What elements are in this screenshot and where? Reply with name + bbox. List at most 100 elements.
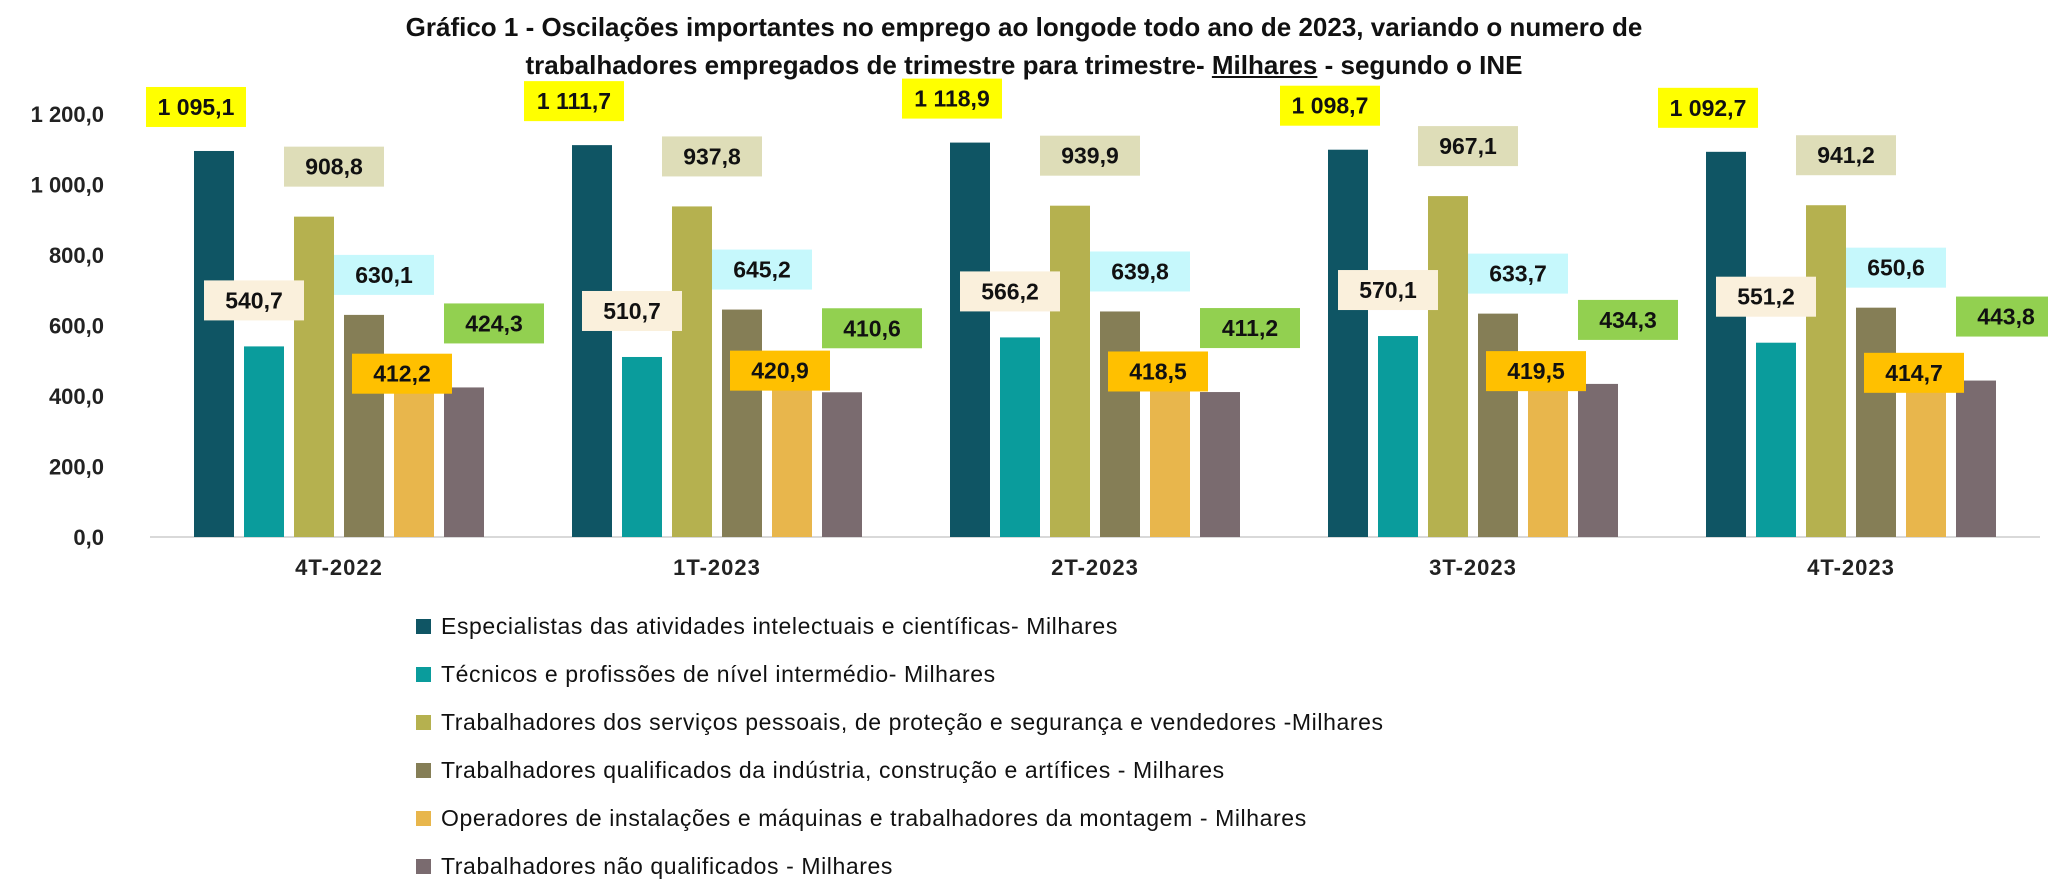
data-label-background	[1338, 270, 1438, 311]
legend-item: Técnicos e profissões de nível intermédi…	[416, 650, 1384, 698]
data-label-background	[524, 81, 624, 122]
data-label: 418,5	[1129, 358, 1187, 384]
data-label-background	[1486, 351, 1586, 392]
data-label-background	[662, 136, 762, 177]
bar	[1806, 205, 1846, 538]
data-label: 941,2	[1817, 142, 1875, 168]
data-label-background	[712, 249, 812, 290]
data-label: 1 098,7	[1292, 93, 1369, 119]
data-label: 411,2	[1222, 315, 1278, 341]
data-label-background	[1108, 351, 1208, 392]
y-tick-label: 1 200,0	[31, 102, 104, 127]
x-tick-label: 3T-2023	[1429, 555, 1517, 580]
data-label-background	[1280, 85, 1380, 126]
bar	[572, 145, 612, 538]
bar	[1050, 205, 1090, 538]
data-label: 1 092,7	[1670, 95, 1747, 121]
chart-title-line-1: Gráfico 1 - Oscilações importantes no em…	[405, 12, 1643, 42]
data-label: 566,2	[981, 278, 1039, 304]
bar	[622, 356, 662, 537]
chart-title-unit: Milhares	[1211, 50, 1318, 80]
bar	[1150, 389, 1190, 537]
data-label: 645,2	[733, 257, 791, 283]
bar	[1328, 149, 1368, 537]
legend-swatch	[416, 762, 431, 778]
bar	[822, 392, 862, 537]
bar	[344, 314, 384, 537]
y-tick-label: 800,0	[49, 243, 104, 268]
bar	[722, 309, 762, 537]
bar-chart: 0,0 200,0 400,0 600,0 800,0 1 000,0 1 200,0 4T-…	[31, 78, 2048, 580]
legend-swatch	[416, 858, 431, 874]
data-label-background	[1716, 276, 1816, 317]
legend-label: Especialistas das atividades intelectuai…	[441, 612, 1118, 639]
data-label-background	[352, 353, 452, 394]
y-tick-label: 600,0	[49, 314, 104, 339]
data-label: 414,7	[1885, 360, 1943, 386]
bar	[1906, 390, 1946, 537]
bar	[194, 150, 234, 538]
data-label-background	[334, 254, 434, 295]
data-label: 540,7	[225, 287, 283, 313]
data-label: 630,1	[355, 262, 413, 288]
bar	[1378, 336, 1418, 537]
bar	[244, 346, 284, 537]
x-tick-label: 4T-2022	[295, 555, 383, 580]
data-label: 639,8	[1111, 258, 1169, 284]
legend-label: Trabalhadores não qualificados - Milhare…	[441, 852, 894, 879]
bar	[1578, 383, 1618, 537]
data-label: 967,1	[1439, 133, 1497, 159]
data-label: 419,5	[1507, 358, 1565, 384]
data-label-background	[1418, 126, 1518, 167]
legend-swatch	[416, 666, 431, 682]
data-label-background	[1578, 299, 1678, 340]
bar	[1000, 337, 1040, 537]
x-tick-label: 4T-2023	[1807, 555, 1895, 580]
bar	[1478, 313, 1518, 537]
chart-title-line-2: trabalhadores empregados de trimestre pa…	[0, 46, 2048, 84]
data-label: 939,9	[1061, 143, 1119, 169]
legend-item: Especialistas das atividades intelectuai…	[416, 602, 1384, 650]
data-label-background	[284, 146, 384, 187]
data-label: 551,2	[1737, 284, 1795, 310]
data-label: 570,1	[1359, 277, 1417, 303]
y-tick-label: 0,0	[73, 525, 104, 550]
legend-swatch	[416, 714, 431, 730]
data-label-background	[1796, 135, 1896, 176]
data-label-background	[444, 303, 544, 344]
bar	[1200, 392, 1240, 537]
legend-label: Técnicos e profissões de nível intermédi…	[441, 660, 996, 687]
data-label: 937,8	[683, 143, 741, 169]
bar	[1706, 151, 1746, 538]
data-label: 424,3	[465, 310, 523, 336]
data-label: 412,2	[373, 361, 431, 387]
data-label-background	[1200, 308, 1300, 349]
data-label: 443,8	[1977, 304, 2035, 330]
data-label-background	[730, 350, 830, 391]
bar	[1428, 196, 1468, 538]
data-label: 650,6	[1867, 255, 1925, 281]
data-label-background	[1090, 251, 1190, 292]
data-label: 510,7	[603, 298, 661, 324]
legend-label: Trabalhadores dos serviços pessoais, de …	[441, 708, 1384, 735]
data-label-background	[146, 86, 246, 127]
data-label: 633,7	[1489, 261, 1547, 287]
data-label-background	[582, 290, 682, 331]
data-label: 420,9	[751, 358, 809, 384]
legend-label: Operadores de instalações e máquinas e t…	[441, 804, 1307, 831]
bar	[1756, 342, 1796, 537]
x-tick-label: 1T-2023	[673, 555, 761, 580]
bar	[950, 142, 990, 537]
data-label-background	[902, 78, 1002, 119]
data-label-background	[1956, 296, 2048, 337]
data-label-background	[822, 308, 922, 349]
data-label-background	[960, 271, 1060, 312]
data-label: 1 095,1	[158, 94, 235, 120]
legend-item: Trabalhadores dos serviços pessoais, de …	[416, 698, 1384, 746]
chart-title: Gráfico 1 - Oscilações importantes no em…	[0, 8, 2048, 84]
data-label: 1 118,9	[914, 86, 989, 112]
chart-title-line-2-start: trabalhadores empregados de trimestre pa…	[525, 50, 1212, 80]
data-label-background	[1040, 135, 1140, 176]
legend-label: Trabalhadores qualificados da indústria,…	[441, 756, 1225, 783]
bar	[444, 387, 484, 537]
